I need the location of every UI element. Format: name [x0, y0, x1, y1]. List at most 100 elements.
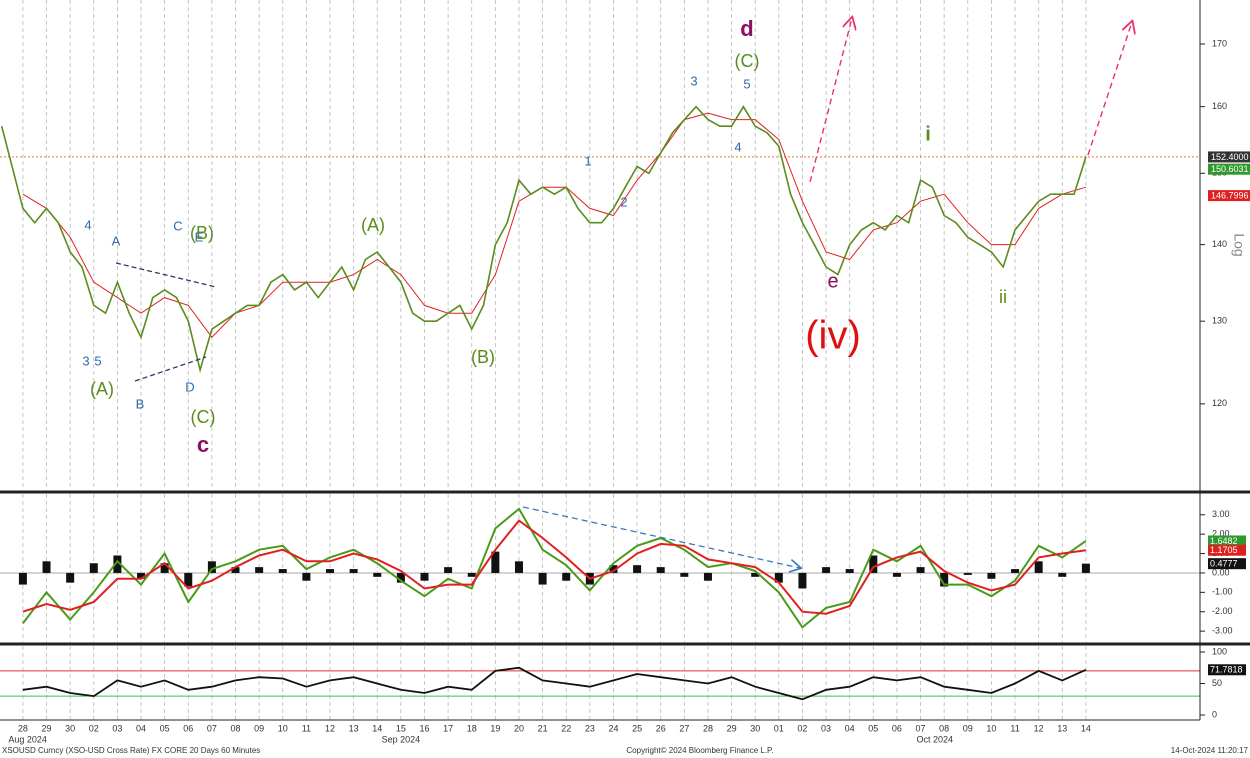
x-tick-label: 14 — [372, 723, 382, 733]
y-tick-label: 170 — [1212, 38, 1227, 48]
wave-label: 5 — [743, 76, 750, 91]
histogram-bar — [514, 561, 523, 573]
x-tick-label: 21 — [538, 723, 548, 733]
x-tick-label: 13 — [1057, 723, 1067, 733]
macd-line — [22, 519, 1087, 615]
x-tick-label: 30 — [65, 723, 75, 733]
histogram-bar — [89, 563, 98, 573]
month-label: Oct 2024 — [916, 734, 953, 744]
x-tick-label: 10 — [986, 723, 996, 733]
histogram-bar — [562, 572, 571, 581]
histogram-bar — [491, 551, 500, 573]
x-tick-label: 01 — [774, 723, 784, 733]
x-tick-label: 13 — [349, 723, 359, 733]
histogram-bar — [656, 567, 665, 573]
price-label-box — [1208, 190, 1250, 202]
histogram-bar — [1081, 563, 1090, 573]
histogram-bar — [160, 563, 169, 573]
histogram-bar — [326, 569, 334, 573]
wave-label: D — [185, 379, 194, 394]
wave-label: B — [136, 396, 145, 411]
price-label-box — [1208, 163, 1250, 175]
x-tick-label: 29 — [727, 723, 737, 733]
histogram-bar — [66, 572, 75, 583]
wave-label: (B) — [190, 223, 214, 243]
wave-label: 5 — [94, 353, 101, 368]
price-label: 150.6031 — [1211, 164, 1249, 174]
x-tick-label: 12 — [1034, 723, 1044, 733]
x-tick-label: 02 — [89, 723, 99, 733]
x-tick-label: 05 — [868, 723, 878, 733]
projection-arrow — [809, 18, 852, 183]
x-tick-label: 28 — [703, 723, 713, 733]
x-tick-label: 06 — [183, 723, 193, 733]
x-tick-label: 04 — [136, 723, 146, 733]
y-tick-label: 130 — [1212, 316, 1227, 326]
x-tick-label: 09 — [963, 723, 973, 733]
histogram-bar — [963, 572, 972, 575]
x-tick-label: 05 — [160, 723, 170, 733]
value-label-box — [1208, 535, 1246, 547]
y-tick-label: 100 — [1212, 646, 1227, 656]
histogram-bar — [609, 565, 618, 573]
histogram-bar — [18, 572, 27, 585]
histogram-bar — [302, 572, 311, 581]
trendline — [134, 356, 207, 382]
trendline — [115, 262, 217, 288]
price-line — [22, 112, 1087, 338]
y-tick-label: 3.00 — [1212, 509, 1230, 519]
x-tick-label: 09 — [254, 723, 264, 733]
histogram-bar — [774, 572, 783, 583]
price-label-box — [1208, 151, 1250, 163]
x-tick-label: 16 — [419, 723, 429, 733]
footer-left: XSOUSD Curncy (XSO-USD Cross Rate) FX CO… — [2, 746, 260, 755]
x-tick-label: 24 — [608, 723, 618, 733]
x-tick-label: 25 — [632, 723, 642, 733]
value-label: 1.6482 — [1210, 536, 1238, 546]
x-tick-label: 19 — [490, 723, 500, 733]
wave-label: C — [173, 218, 182, 233]
x-tick-label: 08 — [939, 723, 949, 733]
histogram-bar — [278, 569, 287, 573]
wave-label: (B) — [471, 347, 495, 367]
value-label-box — [1208, 544, 1246, 556]
value-label-box — [1208, 558, 1246, 570]
histogram-bar — [255, 567, 264, 573]
wave-label: (iv) — [805, 314, 861, 358]
histogram-bar — [420, 572, 429, 581]
y-tick-label: 0.00 — [1212, 567, 1230, 577]
wave-label: E — [195, 229, 204, 244]
x-tick-label: 03 — [112, 723, 122, 733]
x-tick-label: 23 — [585, 723, 595, 733]
histogram-bar — [207, 561, 216, 573]
histogram-bar — [892, 572, 901, 577]
value-label: 1.1705 — [1210, 545, 1238, 555]
wave-label: ii — [999, 287, 1007, 307]
axis-scale-label: Log — [1231, 233, 1247, 256]
x-tick-label: 12 — [325, 723, 335, 733]
y-tick-label: -2.00 — [1212, 606, 1233, 616]
histogram-bar — [1011, 569, 1020, 573]
histogram-bar — [1058, 572, 1067, 577]
x-tick-label: 06 — [892, 723, 902, 733]
rsi-line — [22, 666, 1087, 701]
wave-label: 4 — [734, 139, 741, 154]
x-tick-label: 29 — [42, 723, 52, 733]
x-tick-label: 18 — [467, 723, 477, 733]
histogram-bar — [987, 572, 996, 579]
wave-label: (A) — [90, 379, 114, 399]
wave-label: (C) — [735, 51, 760, 71]
wave-label: c — [197, 432, 209, 457]
histogram-bar — [703, 572, 712, 581]
y-tick-label: -1.00 — [1212, 587, 1233, 597]
histogram-bar — [1034, 561, 1043, 573]
wave-label: e — [827, 270, 838, 292]
wave-label: 3 — [690, 73, 697, 88]
y-tick-label: 50 — [1212, 678, 1222, 688]
histogram-bar — [444, 567, 453, 573]
histogram-bar — [396, 572, 405, 583]
x-tick-label: 15 — [396, 723, 406, 733]
histogram-bar — [940, 572, 949, 587]
footer-center: Copyright© 2024 Bloomberg Finance L.P. — [626, 746, 773, 755]
